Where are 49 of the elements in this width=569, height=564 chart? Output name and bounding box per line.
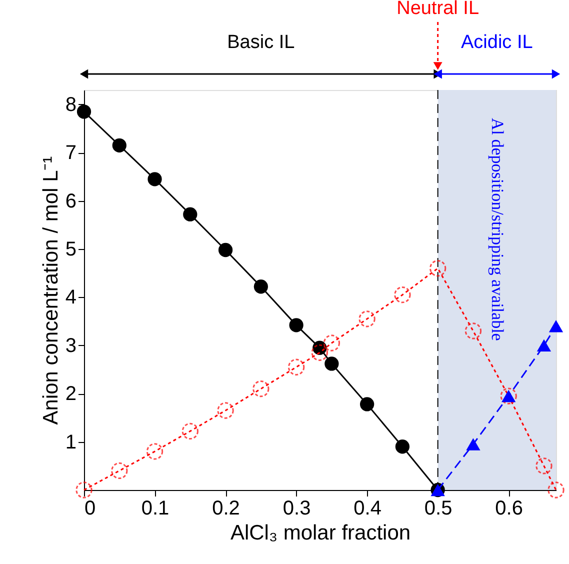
y-tick-label: 7 [65,142,76,164]
y-axis-title: Anion concentration / mol L⁻¹ [39,156,62,425]
point [148,172,162,186]
point [536,458,552,474]
x-tick-label: 0.3 [282,498,311,520]
point [183,207,198,222]
point [324,356,339,371]
point [548,482,564,498]
point [218,242,233,258]
x-tick-label: 0 [84,498,96,520]
point [112,138,126,152]
point [394,286,411,304]
point [76,482,92,498]
point [429,260,446,277]
x-tick-label: 0.4 [354,498,382,520]
x-tick-label: 0.6 [495,498,523,520]
point [288,358,305,376]
x-tick-label: 0.2 [212,498,240,520]
y-tick-label: 5 [65,238,76,261]
point [466,438,480,450]
y-tick-label: 2 [65,383,76,406]
x-axis-title: AlCl₃ molar fraction [230,522,411,544]
point [289,318,304,332]
point [217,402,234,419]
point [323,334,340,352]
y-tick-label: 4 [65,286,76,309]
point [464,322,482,340]
point [146,443,164,460]
point [76,104,92,119]
point [252,380,270,398]
text: Basic IL [227,32,295,53]
x-tick-label: 0.5 [424,498,452,520]
y-tick-label: 1 [65,431,76,454]
y-tick-label: 6 [65,190,76,212]
point [536,339,552,352]
text: Acidic IL [461,32,533,53]
point [311,344,328,361]
point [358,310,376,328]
text: Neutral IL [396,0,480,19]
point [254,280,268,294]
y-tick-label: 3 [65,334,76,357]
point [548,320,564,332]
point [360,397,374,412]
point [395,440,410,454]
y-tick-label: 8 [65,94,76,116]
band-label: Al deposition/stripping available [488,118,507,341]
point [111,462,128,480]
x-tick-label: 0.1 [141,498,170,520]
point [182,422,198,440]
